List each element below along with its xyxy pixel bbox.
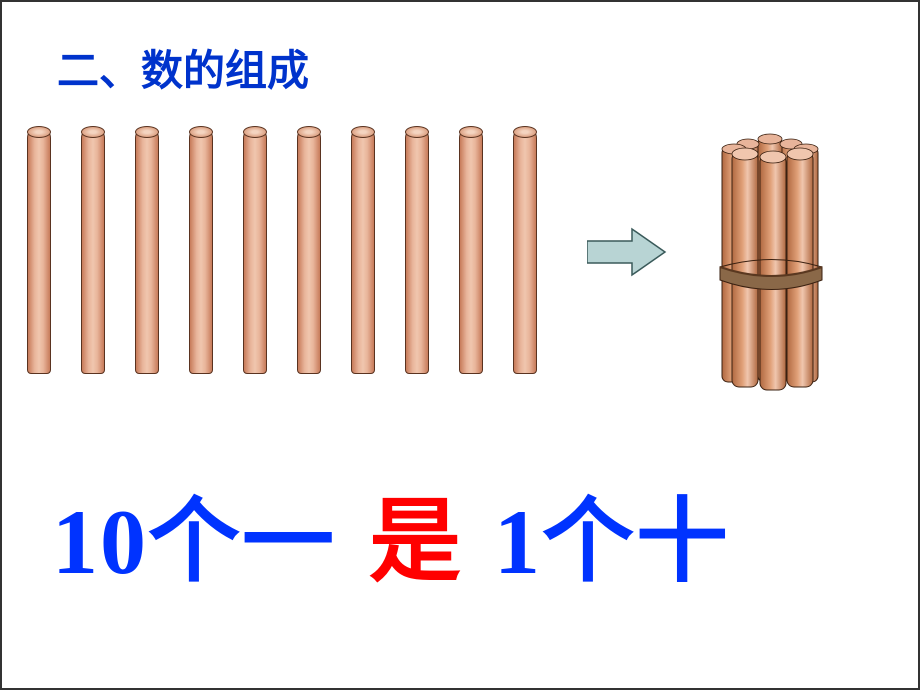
sentence-is: 是 <box>369 491 461 593</box>
section-title: 二、数的组成 <box>57 37 309 98</box>
counting-stick <box>189 127 213 374</box>
counting-stick <box>135 127 159 374</box>
arrow-icon <box>587 227 667 282</box>
counting-stick <box>243 127 267 374</box>
counting-stick <box>351 127 375 374</box>
equation-sentence: 10个一 是 1个十 <box>52 467 730 600</box>
slide: 二、数的组成 <box>0 0 920 690</box>
counting-stick <box>297 127 321 374</box>
counting-stick <box>81 127 105 374</box>
counting-stick <box>459 127 483 374</box>
sentence-left: 10个一 <box>52 491 336 593</box>
loose-sticks-row <box>27 127 537 374</box>
sentence-right: 1个十 <box>494 491 730 593</box>
counting-stick <box>27 127 51 374</box>
counting-stick <box>405 127 429 374</box>
stick-bundle <box>702 117 842 397</box>
counting-stick <box>513 127 537 374</box>
